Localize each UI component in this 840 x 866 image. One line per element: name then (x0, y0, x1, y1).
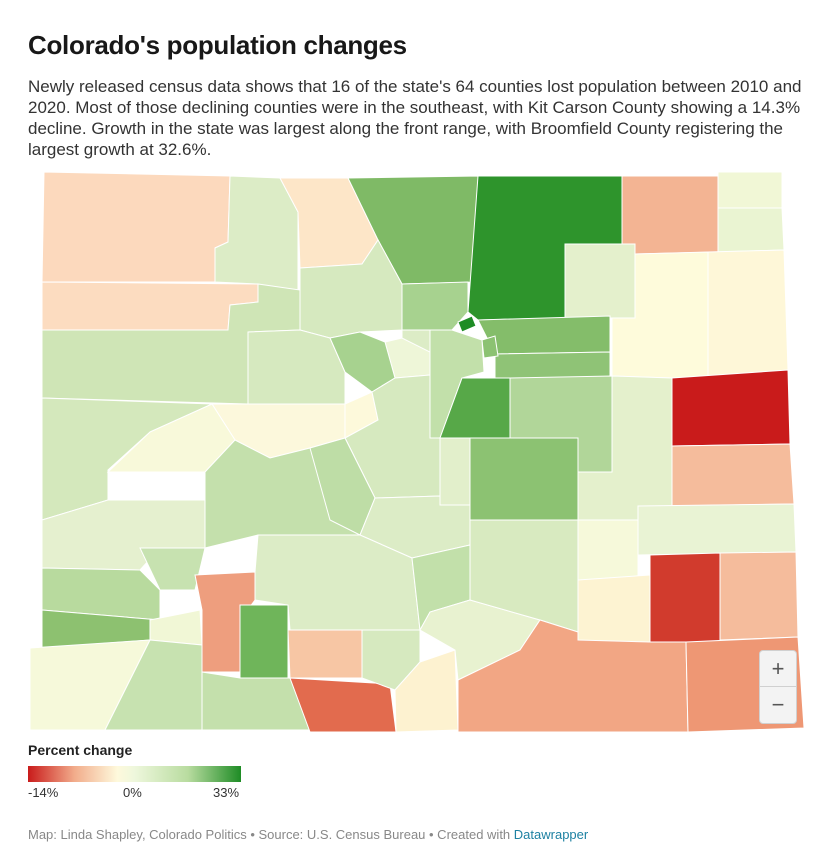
county-rio-grande[interactable] (287, 629, 363, 679)
county-ouray[interactable] (139, 547, 206, 591)
county-teller[interactable] (439, 437, 471, 506)
county-logan[interactable] (621, 175, 719, 255)
map-svg (29, 171, 805, 733)
legend-max-label: 33% (213, 785, 240, 800)
county-el-paso[interactable] (469, 437, 579, 521)
county-otero[interactable] (577, 574, 651, 643)
credits-text: Map: Linda Shapley, Colorado Politics • … (28, 827, 514, 842)
legend-mid-label: 0% (123, 785, 142, 800)
legend-title: Percent change (28, 742, 133, 758)
county-bent[interactable] (649, 552, 721, 643)
county-eagle[interactable] (247, 329, 346, 405)
county-adams[interactable] (477, 315, 611, 355)
county-mineral[interactable] (239, 604, 289, 679)
county-crowley[interactable] (577, 519, 639, 581)
county-cheyenne[interactable] (671, 443, 795, 507)
county-rio-blanco[interactable] (41, 281, 259, 331)
legend-min-label: -14% (28, 785, 59, 800)
county-costilla[interactable] (394, 649, 459, 733)
zoom-controls: + − (759, 650, 797, 724)
legend-gradient (28, 766, 241, 782)
colorado-county-map (0, 160, 840, 750)
county-sedgwick[interactable] (717, 171, 783, 209)
page-title: Colorado's population changes (28, 30, 407, 60)
legend: Percent change -14% 0% 33% (28, 742, 248, 803)
county-kiowa[interactable] (637, 503, 797, 556)
county-phillips[interactable] (717, 207, 785, 253)
zoom-out-button[interactable]: − (771, 691, 785, 717)
county-moffat[interactable] (41, 171, 231, 283)
footer-credits: Map: Linda Shapley, Colorado Politics • … (28, 827, 588, 842)
county-morgan[interactable] (564, 243, 636, 319)
county-garfield[interactable] (41, 283, 301, 405)
county-san-miguel[interactable] (41, 567, 161, 621)
county-arapahoe[interactable] (494, 351, 611, 379)
county-kit-carson[interactable] (671, 369, 791, 447)
county-prowers[interactable] (719, 551, 799, 641)
county-yuma[interactable] (707, 249, 789, 377)
description: Newly released census data shows that 16… (28, 77, 802, 159)
county-denver[interactable] (481, 335, 499, 359)
datawrapper-link[interactable]: Datawrapper (513, 827, 589, 842)
county-broomfield[interactable] (457, 315, 477, 333)
legend-labels: -14% 0% 33% (28, 785, 248, 803)
zoom-in-button[interactable]: + (760, 651, 796, 687)
